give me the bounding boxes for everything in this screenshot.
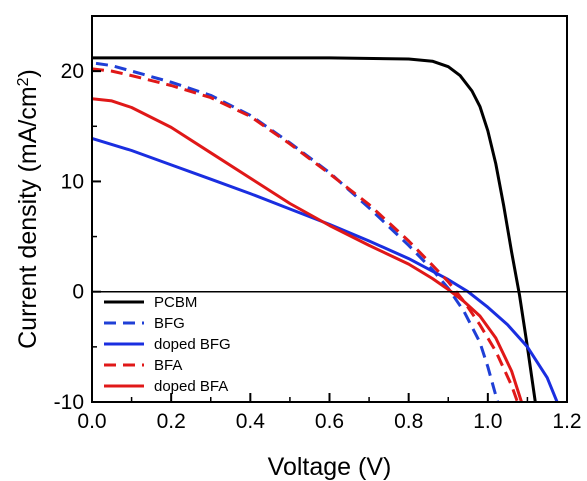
y-tick-label: 10: [61, 170, 84, 193]
y-axis-title: Current density (mA/cm2): [14, 69, 42, 349]
legend-label: doped BFA: [154, 378, 228, 395]
x-tick-label: 0.2: [157, 410, 186, 433]
series-line-bfa: [92, 67, 519, 402]
legend-label: BFG: [154, 315, 185, 332]
y-axis-title-suffix: ): [14, 69, 42, 77]
y-axis-title-main: Current density (mA/cm: [14, 86, 42, 349]
y-axis-title-superscript: 2: [15, 77, 32, 86]
series-line-bfg: [95, 61, 500, 402]
axes: 0.0 0.2 0.4 0.6 0.8 1.0 1.2 -10 0 10 20: [54, 15, 582, 433]
x-tick-label: 1.2: [552, 410, 581, 433]
legend-label: PCBM: [154, 294, 197, 311]
y-tick-label: -10: [54, 391, 84, 414]
y-tick-label: 0: [72, 281, 84, 304]
y-tick-label: 20: [61, 60, 84, 83]
series-line-doped-bfa: [92, 97, 523, 402]
legend: PCBM BFG doped BFG BFA doped BFA: [104, 294, 231, 395]
x-tick-label: 1.0: [473, 410, 502, 433]
x-tick-label: 0.6: [315, 410, 344, 433]
series-lines: [92, 56, 559, 402]
x-tick-label: 0.0: [77, 410, 106, 433]
legend-label: BFA: [154, 357, 182, 374]
x-tick-label: 0.8: [394, 410, 423, 433]
series-line-pcbm: [92, 56, 537, 402]
x-tick-label: 0.4: [236, 410, 266, 433]
series-line-doped-bfg: [92, 136, 559, 402]
x-axis-title: Voltage (V): [268, 453, 392, 481]
legend-label: doped BFG: [154, 336, 231, 353]
